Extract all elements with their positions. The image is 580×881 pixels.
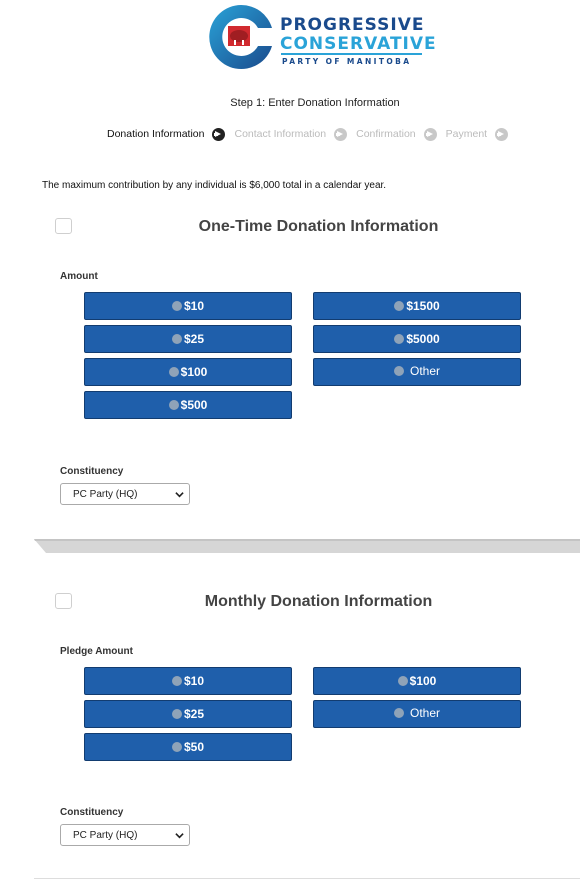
chevron-down-icon xyxy=(175,492,184,498)
bottom-divider xyxy=(34,878,580,879)
monthly-constituency-select[interactable]: PC Party (HQ) xyxy=(60,824,190,846)
monthly-donation-checkbox[interactable] xyxy=(55,593,72,609)
radio-icon xyxy=(397,676,408,686)
radio-icon xyxy=(168,367,179,377)
step-payment: Payment xyxy=(445,128,488,140)
step-contact-information: Contact Information xyxy=(234,128,327,140)
arrow-right-icon xyxy=(423,127,437,141)
pledge-button-100[interactable]: $100 xyxy=(313,667,521,695)
amount-button-10[interactable]: $10 xyxy=(84,292,292,320)
logo-divider xyxy=(281,53,422,55)
arrow-right-icon xyxy=(334,127,348,141)
max-contribution-note: The maximum contribution by any individu… xyxy=(42,180,387,191)
radio-icon xyxy=(393,708,404,718)
logo-text-conservative: CONSERVATIVE xyxy=(280,34,437,54)
one-time-donation-checkbox[interactable] xyxy=(55,218,72,234)
monthly-constituency-select-value: PC Party (HQ) xyxy=(73,829,138,841)
pledge-button-25[interactable]: $25 xyxy=(84,700,292,728)
radio-icon xyxy=(168,400,179,410)
amount-button-1500[interactable]: $1500 xyxy=(313,292,521,320)
progress-steps: Donation Information Contact Information… xyxy=(107,126,517,142)
logo-text-party: PARTY OF MANITOBA xyxy=(282,57,412,66)
pledge-amount-label: Pledge Amount xyxy=(60,646,133,657)
radio-icon xyxy=(171,742,182,752)
constituency-select[interactable]: PC Party (HQ) xyxy=(60,483,190,505)
step-donation-information: Donation Information xyxy=(107,128,205,140)
amount-button-5000[interactable]: $5000 xyxy=(313,325,521,353)
amount-button-other[interactable]: Other xyxy=(313,358,521,386)
chevron-down-icon xyxy=(175,833,184,839)
amount-button-500[interactable]: $500 xyxy=(84,391,292,419)
section-divider xyxy=(34,539,580,553)
pc-party-logo-icon xyxy=(209,4,272,69)
pledge-button-10[interactable]: $10 xyxy=(84,667,292,695)
radio-icon xyxy=(394,301,405,311)
radio-icon xyxy=(171,676,182,686)
radio-icon xyxy=(171,709,182,719)
radio-icon xyxy=(171,334,182,344)
logo-text-progressive: PROGRESSIVE xyxy=(280,15,425,35)
amount-label: Amount xyxy=(60,271,98,282)
arrow-right-icon xyxy=(495,127,509,141)
radio-icon xyxy=(394,334,405,344)
arrow-right-icon xyxy=(212,127,226,141)
step-title: Step 1: Enter Donation Information xyxy=(230,97,400,109)
pledge-button-50[interactable]: $50 xyxy=(84,733,292,761)
amount-button-25[interactable]: $25 xyxy=(84,325,292,353)
constituency-select-value: PC Party (HQ) xyxy=(73,488,138,500)
pledge-button-other[interactable]: Other xyxy=(313,700,521,728)
step-confirmation: Confirmation xyxy=(356,128,416,140)
constituency-label: Constituency xyxy=(60,466,124,477)
monthly-constituency-label: Constituency xyxy=(60,807,124,818)
monthly-section-title: Monthly Donation Information xyxy=(204,593,433,610)
radio-icon xyxy=(171,301,182,311)
radio-icon xyxy=(393,366,404,376)
one-time-section-title: One-Time Donation Information xyxy=(198,218,439,235)
amount-button-100[interactable]: $100 xyxy=(84,358,292,386)
